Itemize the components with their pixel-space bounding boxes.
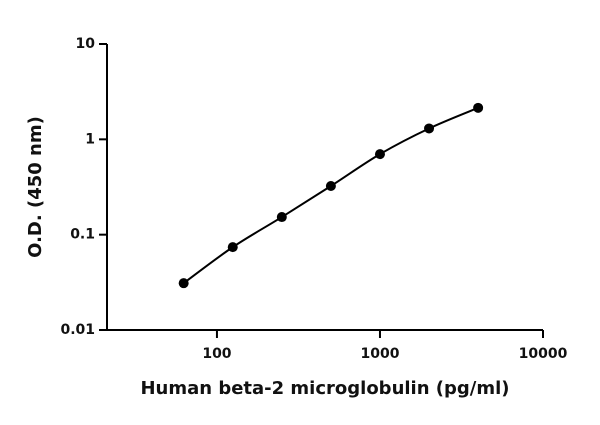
fit-curve — [183, 106, 479, 284]
data-point — [227, 242, 238, 253]
y-tick-label: 0.01 — [60, 322, 95, 338]
y-tick-label: 1 — [85, 131, 95, 147]
x-tick-label: 10000 — [519, 346, 568, 362]
data-point — [276, 212, 287, 223]
x-tick-label: 100 — [202, 346, 231, 362]
data-point — [325, 180, 336, 191]
y-axis-title: O.D. (450 nm) — [25, 116, 46, 258]
x-axis-title: Human beta-2 microglobulin (pg/ml) — [140, 378, 509, 399]
y-tick-label: 10 — [76, 36, 96, 52]
data-point — [178, 278, 189, 289]
data-point — [424, 123, 435, 134]
y-tick-label: 0.1 — [70, 227, 95, 243]
x-tick-label: 1000 — [360, 346, 399, 362]
data-point — [374, 149, 385, 160]
data-point — [473, 102, 484, 113]
